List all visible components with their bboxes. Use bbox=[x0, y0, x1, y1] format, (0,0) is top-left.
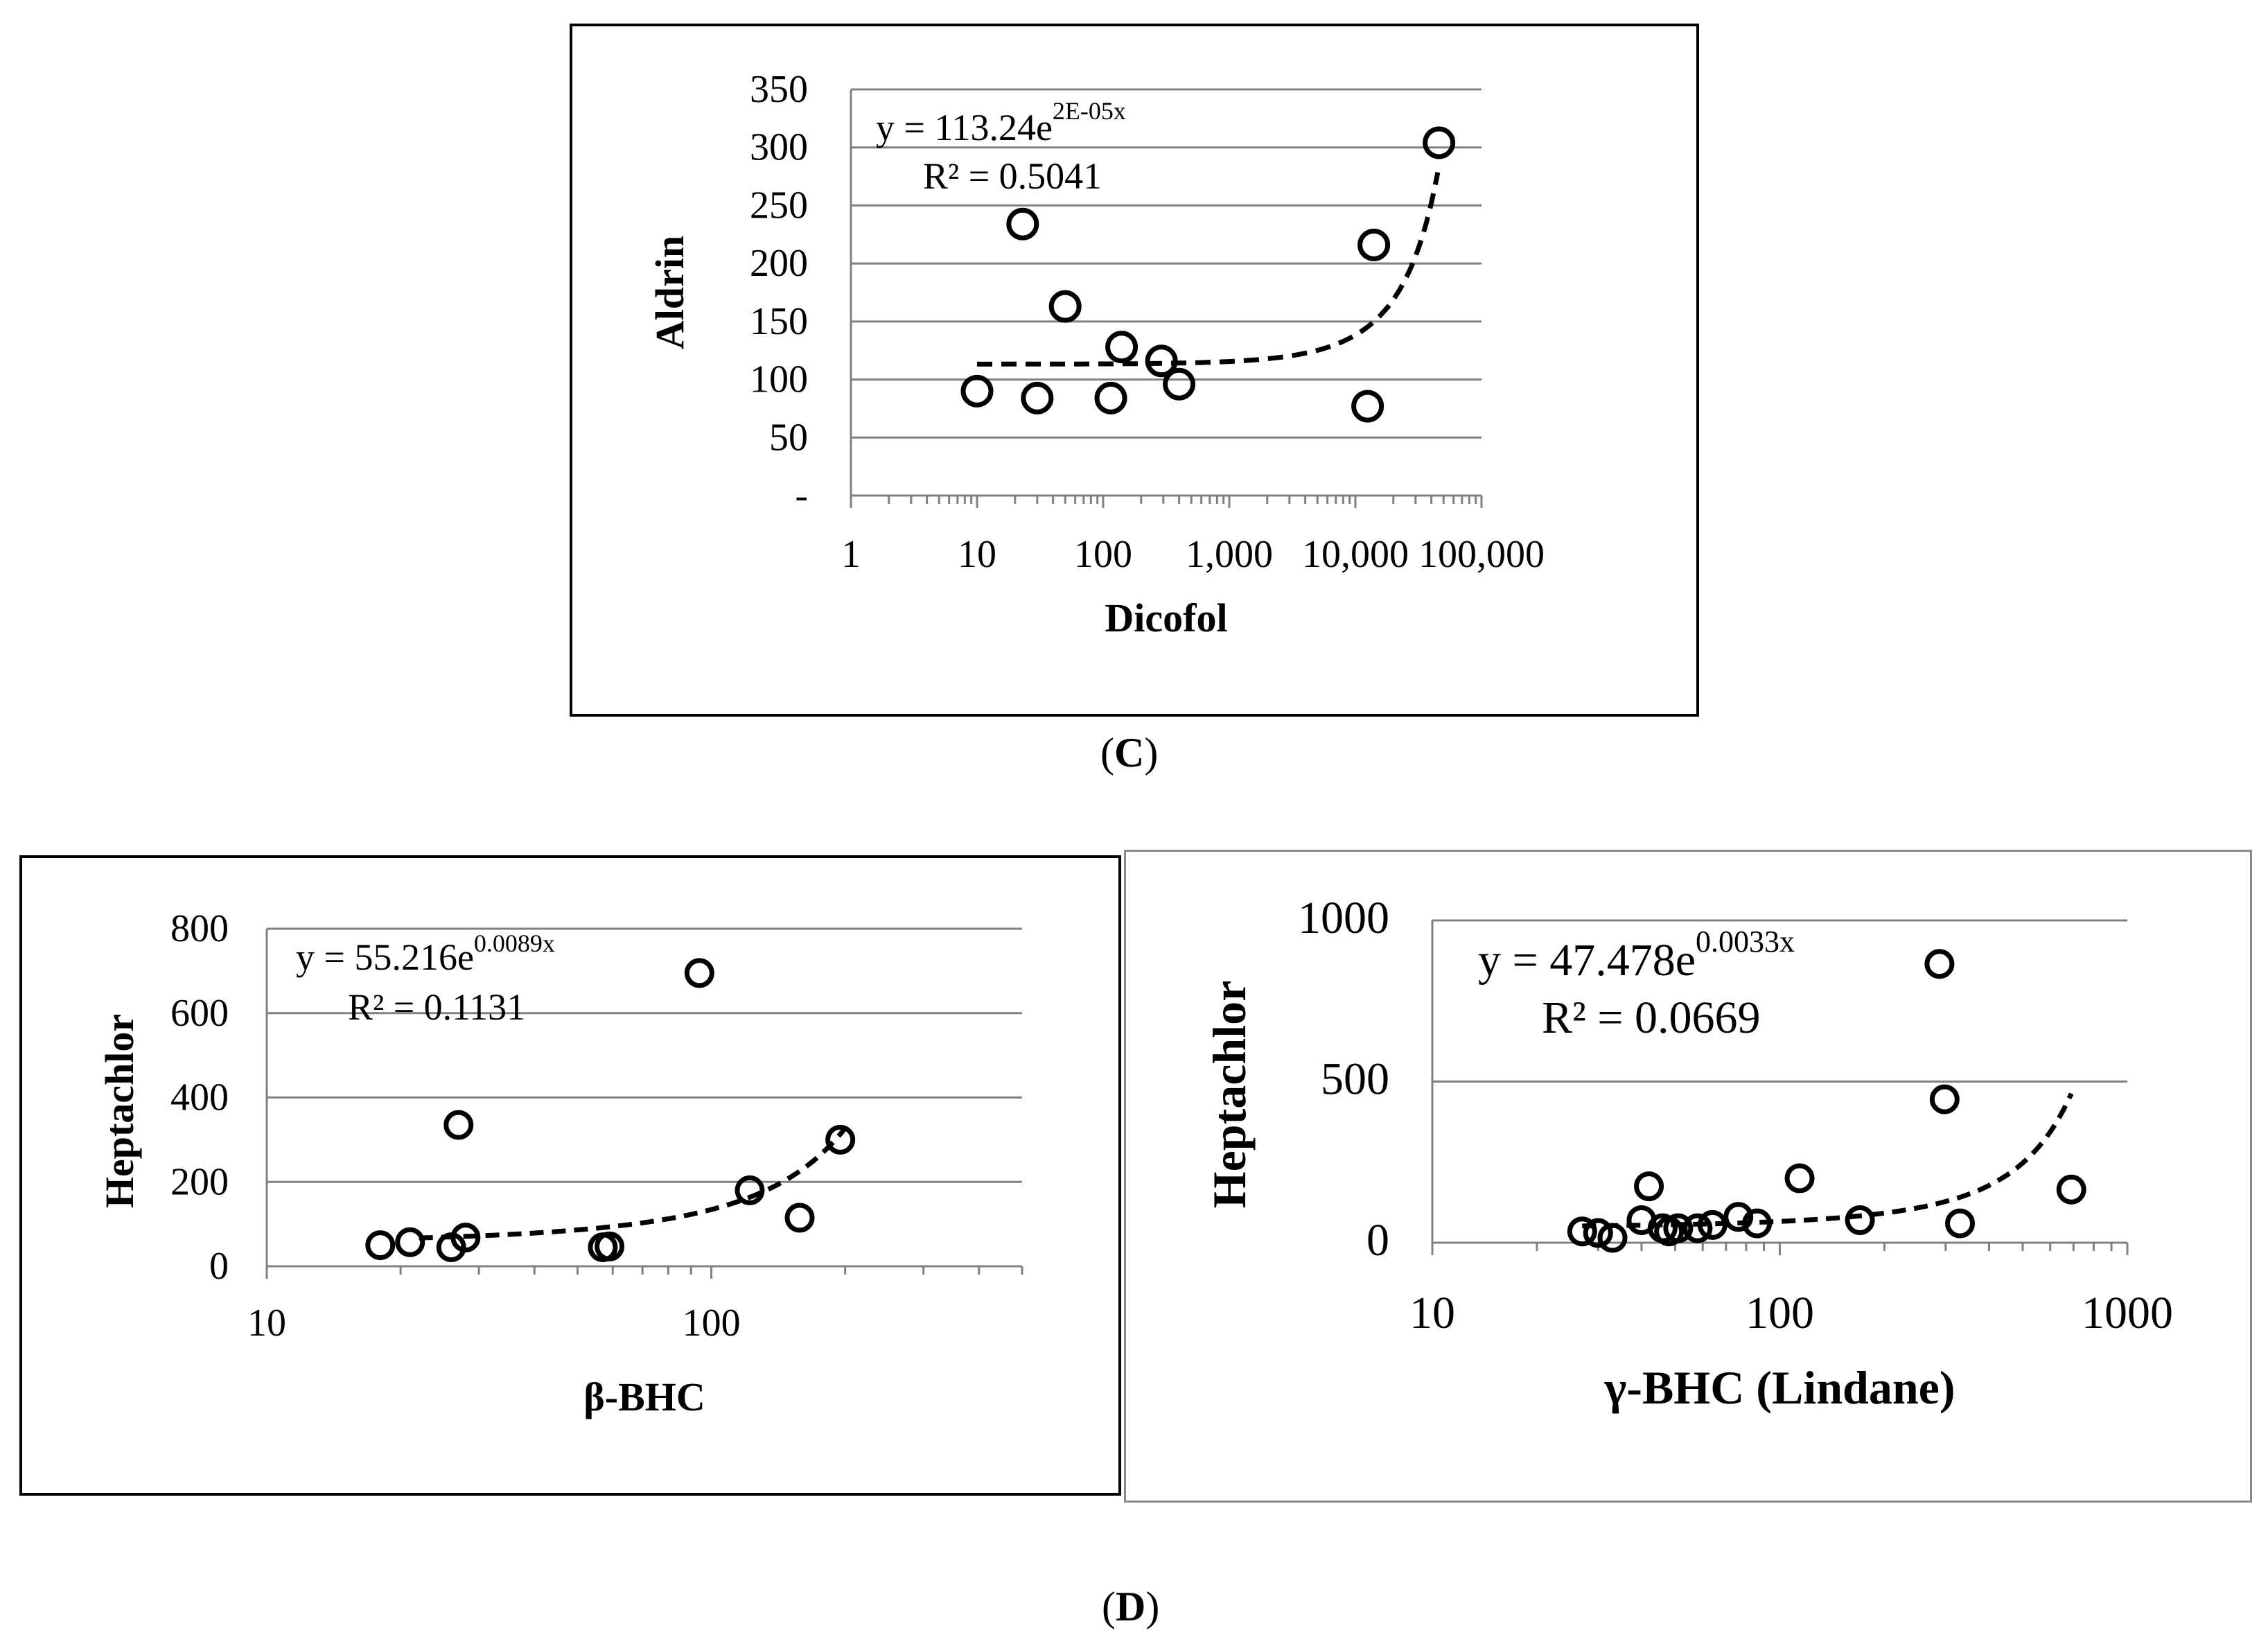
data-point bbox=[1145, 344, 1178, 378]
trendline-equation: y = 113.24e2E-05x bbox=[876, 97, 1126, 148]
y-tick-label: - bbox=[795, 474, 808, 517]
caption-d-close: ) bbox=[1145, 1584, 1160, 1629]
equation-exponent: 0.0033x bbox=[1696, 925, 1795, 959]
data-point bbox=[395, 1227, 425, 1257]
caption-c-close: ) bbox=[1144, 730, 1159, 776]
y-tick-label: 150 bbox=[750, 300, 808, 343]
r-squared-label: R² = 0.0669 bbox=[1542, 992, 1761, 1043]
y-tick-label: 600 bbox=[170, 992, 229, 1035]
chart-c-svg: - 50 100 150 200 250 300 350 1 10 100 1,000 10,000 10… bbox=[647, 68, 1545, 640]
equation-exponent: 2E-05x bbox=[1053, 97, 1126, 125]
y-tick-label: 250 bbox=[750, 184, 808, 227]
data-point bbox=[1163, 367, 1196, 401]
data-point bbox=[825, 1124, 856, 1155]
x-tick-label: 1 bbox=[841, 533, 861, 576]
x-tick-label: 1,000 bbox=[1186, 533, 1273, 576]
data-point bbox=[1663, 1213, 1694, 1243]
equation-exponent: 0.0089x bbox=[474, 929, 555, 957]
y-tick-label: 0 bbox=[209, 1245, 229, 1288]
trendline bbox=[419, 1126, 847, 1241]
data-point bbox=[1021, 381, 1054, 414]
data-point bbox=[1048, 290, 1082, 323]
trendline-equation: y = 55.216e0.0089x bbox=[296, 929, 555, 978]
caption-d: (D) bbox=[1102, 1583, 1159, 1631]
r-squared-label: R² = 0.1131 bbox=[348, 986, 525, 1028]
y-axis-title: Heptachlor bbox=[97, 1014, 142, 1208]
data-point bbox=[365, 1230, 396, 1261]
equation-main: y = 47.478e bbox=[1478, 935, 1696, 986]
x-axis-title: Dicofol bbox=[1105, 595, 1227, 640]
x-tick-label: 10,000 bbox=[1302, 533, 1409, 576]
trendline bbox=[977, 172, 1441, 367]
y-tick-label: 800 bbox=[170, 907, 229, 950]
data-point bbox=[1094, 381, 1127, 414]
chart-d2-svg: 0 500 1000 10 100 1000 γ-BHC (Lindane) Heptachl… bbox=[1203, 893, 2173, 1414]
data-point bbox=[1682, 1213, 1713, 1243]
data-point bbox=[1634, 1171, 1664, 1202]
y-tick-label: 1000 bbox=[1298, 893, 1389, 943]
y-tick-label: 350 bbox=[750, 68, 808, 111]
y-tick-label: 300 bbox=[750, 126, 808, 169]
y-tick-label: 50 bbox=[769, 416, 808, 459]
data-point bbox=[1423, 126, 1456, 159]
x-tick-label: 10 bbox=[247, 1302, 286, 1345]
data-point bbox=[1945, 1208, 1976, 1239]
y-axis-title: Aldrin bbox=[647, 236, 692, 349]
data-point bbox=[960, 374, 994, 408]
data-point bbox=[784, 1203, 815, 1233]
data-point bbox=[1697, 1209, 1728, 1240]
x-tick-label: 100,000 bbox=[1418, 533, 1545, 576]
x-tick-label: 100 bbox=[683, 1302, 741, 1345]
data-point bbox=[1597, 1223, 1628, 1253]
data-point bbox=[1567, 1216, 1597, 1247]
chart-d1-svg: 0 200 400 600 800 10 100 β-BHC Heptachlor y = 55.… bbox=[97, 907, 1023, 1419]
x-tick-label: 10 bbox=[958, 533, 996, 576]
data-point bbox=[450, 1223, 481, 1253]
trendline bbox=[1582, 1092, 2074, 1229]
x-axis-title: γ-BHC (Lindane) bbox=[1604, 1361, 1955, 1414]
data-point bbox=[1357, 228, 1391, 261]
trendline-equation: y = 47.478e0.0033x bbox=[1478, 925, 1795, 986]
x-tick-label: 100 bbox=[1074, 533, 1132, 576]
data-point bbox=[1105, 331, 1139, 364]
data-point bbox=[1583, 1218, 1613, 1248]
y-tick-label: 400 bbox=[170, 1076, 229, 1119]
equation-main: y = 55.216e bbox=[296, 936, 474, 978]
r-squared-label: R² = 0.5041 bbox=[923, 155, 1102, 197]
x-axis-title: β-BHC bbox=[583, 1374, 705, 1419]
y-tick-label: 200 bbox=[170, 1160, 229, 1203]
chart-panel-c: - 50 100 150 200 250 300 350 1 10 100 1,000 10,000 10… bbox=[570, 24, 1699, 717]
data-point bbox=[1006, 207, 1039, 241]
y-axis-title: Heptachlor bbox=[1203, 981, 1256, 1209]
equation-main: y = 113.24e bbox=[876, 107, 1053, 148]
data-point bbox=[443, 1110, 474, 1140]
y-tick-label: 200 bbox=[750, 242, 808, 285]
y-tick-label: 100 bbox=[750, 358, 808, 401]
chart-panel-d1: 0 200 400 600 800 10 100 β-BHC Heptachlor y = 55.… bbox=[19, 855, 1121, 1496]
caption-c-label: C bbox=[1114, 730, 1145, 776]
y-tick-label: 500 bbox=[1321, 1054, 1389, 1105]
data-point bbox=[595, 1231, 625, 1261]
data-point bbox=[1924, 949, 1955, 979]
data-point bbox=[1351, 390, 1384, 423]
caption-d-open: ( bbox=[1102, 1584, 1116, 1629]
x-tick-label: 100 bbox=[1746, 1288, 1814, 1338]
caption-d-label: D bbox=[1115, 1584, 1146, 1629]
caption-c-open: ( bbox=[1100, 730, 1114, 776]
data-point bbox=[2056, 1174, 2086, 1205]
data-point bbox=[684, 958, 714, 988]
data-point bbox=[1723, 1202, 1754, 1232]
data-point bbox=[1929, 1084, 1960, 1114]
data-point bbox=[1845, 1205, 1875, 1235]
x-tick-label: 1000 bbox=[2082, 1288, 2173, 1338]
x-tick-label: 10 bbox=[1409, 1288, 1455, 1338]
caption-c: (C) bbox=[1100, 729, 1158, 777]
data-point bbox=[1784, 1163, 1815, 1193]
y-tick-label: 0 bbox=[1366, 1215, 1389, 1266]
data-point bbox=[1742, 1208, 1773, 1239]
chart-panel-d2: 0 500 1000 10 100 1000 γ-BHC (Lindane) Heptachl… bbox=[1124, 850, 2252, 1503]
data-point bbox=[735, 1175, 765, 1205]
